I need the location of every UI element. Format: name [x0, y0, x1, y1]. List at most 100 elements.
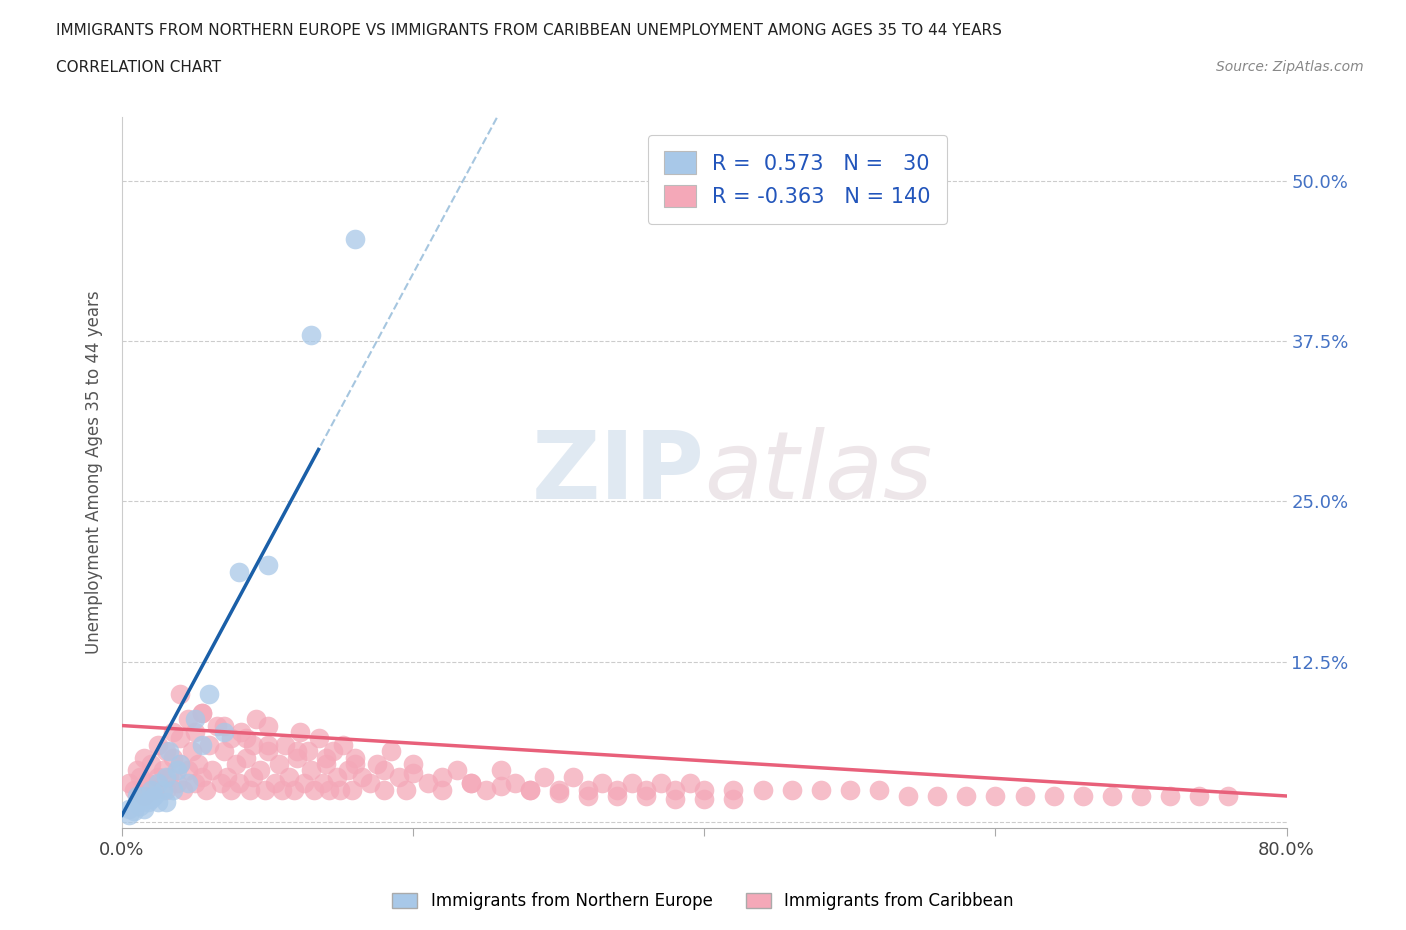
Text: IMMIGRANTS FROM NORTHERN EUROPE VS IMMIGRANTS FROM CARIBBEAN UNEMPLOYMENT AMONG : IMMIGRANTS FROM NORTHERN EUROPE VS IMMIG… — [56, 23, 1002, 38]
Point — [343, 232, 366, 246]
Point — [172, 782, 194, 797]
Point — [136, 776, 159, 790]
Text: CORRELATION CHART: CORRELATION CHART — [56, 60, 221, 75]
Point — [562, 769, 585, 784]
Point — [402, 756, 425, 771]
Point — [373, 782, 395, 797]
Point — [576, 782, 599, 797]
Point — [591, 776, 613, 790]
Point — [118, 808, 141, 823]
Point — [169, 686, 191, 701]
Point — [176, 763, 198, 777]
Point — [249, 763, 271, 777]
Point — [606, 789, 628, 804]
Point — [416, 776, 439, 790]
Point — [322, 744, 344, 759]
Point — [239, 782, 262, 797]
Point — [315, 751, 337, 765]
Point — [118, 802, 141, 817]
Point — [352, 769, 374, 784]
Point — [148, 776, 170, 790]
Point — [228, 565, 250, 579]
Point — [148, 795, 170, 810]
Point — [215, 769, 238, 784]
Point — [751, 782, 773, 797]
Point — [402, 765, 425, 780]
Point — [148, 769, 170, 784]
Point — [176, 711, 198, 726]
Point — [312, 776, 335, 790]
Point — [141, 791, 163, 806]
Point — [155, 782, 177, 797]
Point — [432, 782, 454, 797]
Point — [245, 711, 267, 726]
Point — [162, 751, 184, 765]
Point — [212, 718, 235, 733]
Point — [519, 782, 541, 797]
Point — [664, 782, 686, 797]
Point — [664, 791, 686, 806]
Point — [166, 763, 188, 777]
Point — [460, 776, 482, 790]
Point — [212, 744, 235, 759]
Point — [373, 763, 395, 777]
Point — [380, 744, 402, 759]
Point — [169, 731, 191, 746]
Point — [302, 782, 325, 797]
Point — [201, 763, 224, 777]
Point — [191, 705, 214, 720]
Point — [256, 737, 278, 752]
Point — [285, 744, 308, 759]
Point — [157, 744, 180, 759]
Point — [897, 789, 920, 804]
Point — [184, 711, 207, 726]
Point — [636, 789, 658, 804]
Point — [693, 782, 716, 797]
Point — [533, 769, 555, 784]
Point — [118, 776, 141, 790]
Text: atlas: atlas — [704, 427, 932, 518]
Point — [838, 782, 860, 797]
Point — [141, 782, 163, 797]
Point — [184, 724, 207, 739]
Point — [780, 782, 803, 797]
Point — [132, 751, 155, 765]
Point — [1071, 789, 1094, 804]
Point — [132, 789, 155, 804]
Point — [191, 737, 214, 752]
Point — [191, 705, 214, 720]
Point — [723, 782, 745, 797]
Point — [318, 782, 340, 797]
Point — [274, 737, 297, 752]
Point — [181, 744, 204, 759]
Point — [128, 769, 150, 784]
Point — [195, 782, 218, 797]
Point — [288, 724, 311, 739]
Point — [219, 731, 242, 746]
Point — [285, 751, 308, 765]
Point — [395, 782, 418, 797]
Point — [278, 769, 301, 784]
Point — [141, 756, 163, 771]
Point — [336, 763, 359, 777]
Point — [269, 756, 291, 771]
Point — [253, 782, 276, 797]
Point — [132, 789, 155, 804]
Point — [148, 737, 170, 752]
Point — [1042, 789, 1064, 804]
Point — [198, 737, 221, 752]
Point — [679, 776, 702, 790]
Point — [256, 744, 278, 759]
Point — [152, 782, 174, 797]
Point — [122, 782, 145, 797]
Point — [1159, 789, 1181, 804]
Point — [299, 327, 322, 342]
Point — [475, 782, 498, 797]
Point — [1101, 789, 1123, 804]
Point — [242, 737, 264, 752]
Point — [547, 782, 569, 797]
Point — [256, 718, 278, 733]
Point — [125, 789, 148, 804]
Point — [136, 795, 159, 810]
Point — [359, 776, 381, 790]
